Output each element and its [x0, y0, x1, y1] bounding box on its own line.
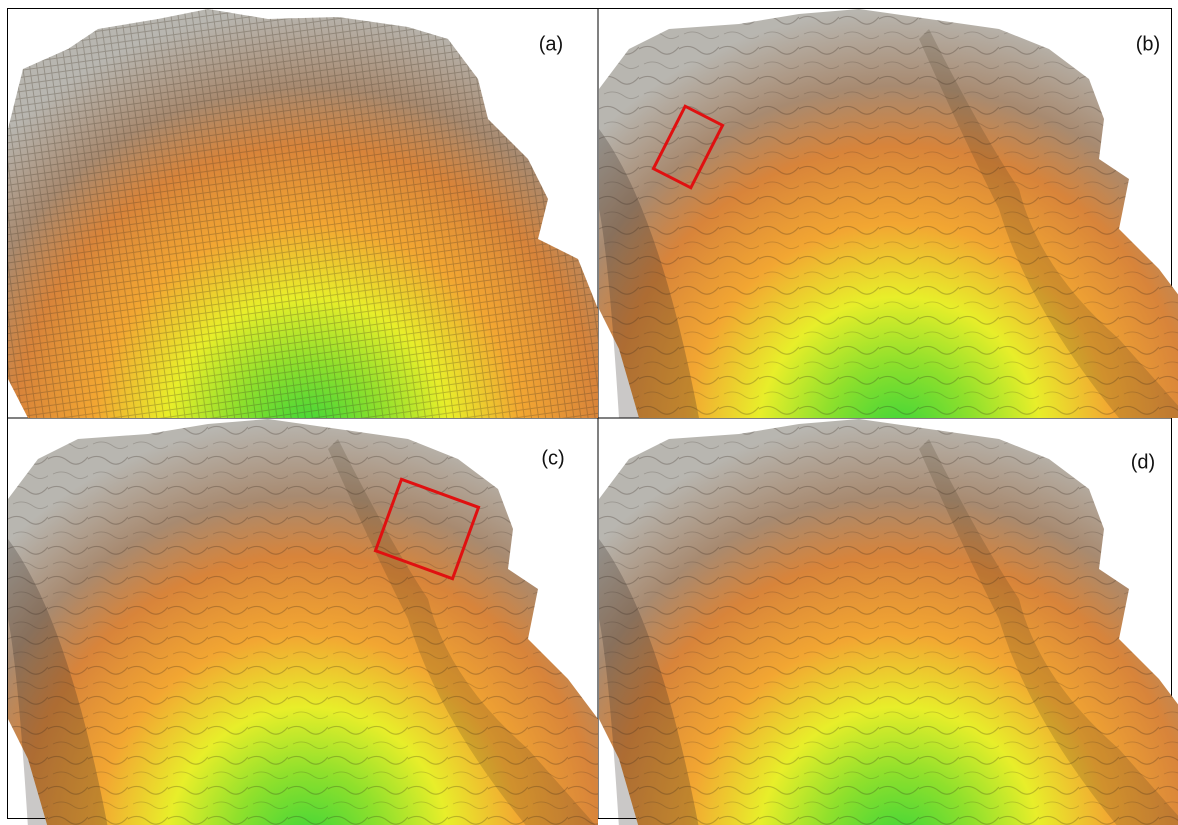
panel-content [8, 9, 598, 418]
panel: (c) [8, 419, 598, 825]
terrain-texture [8, 9, 598, 418]
panel: (d) [599, 419, 1178, 825]
panel-label: (c) [541, 447, 564, 469]
panel-content [8, 419, 598, 825]
panel-content [599, 9, 1178, 418]
panel-label: (a) [539, 33, 563, 55]
panel-label: (d) [1131, 451, 1155, 473]
panel-content [599, 419, 1178, 825]
panel-label: (b) [1136, 33, 1160, 55]
figure: (a) (b) (c) (d) [0, 0, 1178, 825]
panel: (a) [8, 9, 598, 418]
panel: (b) [599, 9, 1178, 418]
